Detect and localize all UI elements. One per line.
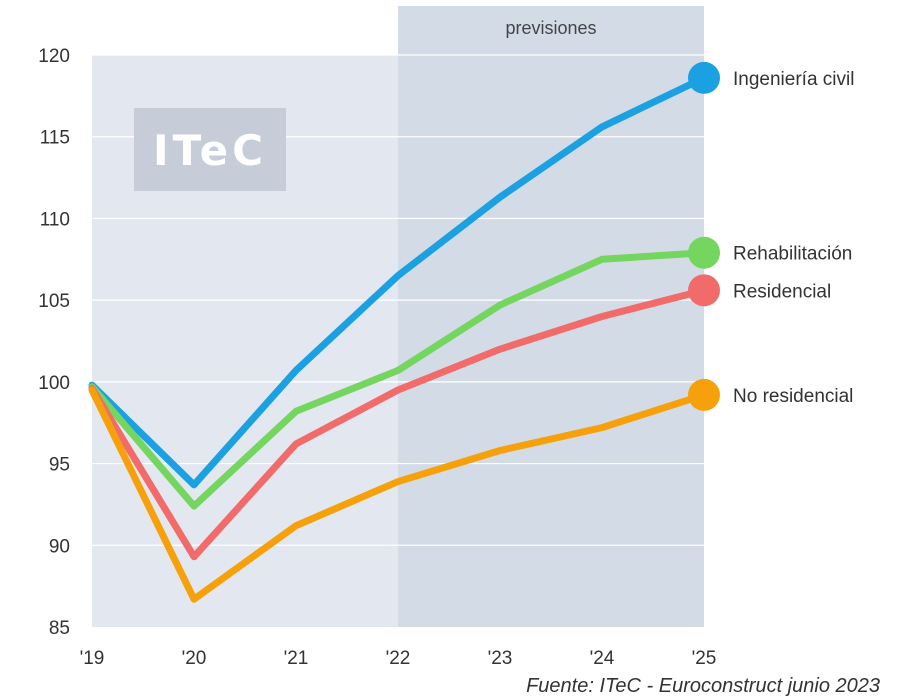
series-label: Residencial [733, 281, 831, 302]
x-tick-label: '23 [488, 648, 513, 669]
y-axis: 85 90 95 100 105 110 115 120 [38, 46, 70, 639]
series-line [88, 74, 708, 489]
x-tick-label: '20 [182, 648, 207, 669]
y-tick-label: 95 [49, 455, 70, 476]
series-end-marker [688, 61, 720, 94]
logo-box [134, 108, 286, 191]
x-tick-label: '19 [80, 648, 105, 669]
series-line [88, 286, 708, 561]
x-axis: '19 '20 '21 '22 '23 '24 '25 [80, 648, 717, 669]
y-tick-label: 100 [38, 373, 70, 394]
x-tick-label: '25 [692, 648, 717, 669]
x-tick-label: '21 [284, 648, 309, 669]
series-label: Ingeniería civil [733, 69, 854, 90]
forecast-label: previsiones [505, 18, 596, 38]
x-tick-label: '24 [590, 648, 615, 669]
forecast-region [398, 6, 704, 627]
series-labels: Ingeniería civil Rehabilitación Residencia… [733, 69, 854, 407]
series-end-marker [688, 378, 720, 411]
itec-logo: ITeC [134, 108, 286, 191]
series-line [88, 386, 708, 603]
y-tick-label: 85 [49, 618, 70, 639]
y-tick-label: 90 [49, 536, 70, 557]
y-tick-label: 110 [40, 209, 70, 230]
series-end-marker [688, 236, 720, 269]
series-line [88, 249, 708, 510]
source-note: Fuente: ITeC - Euroconstruct junio 2023 [526, 675, 880, 697]
series-label: Rehabilitación [733, 244, 852, 265]
series-end-marker [688, 274, 720, 307]
y-tick-label: 115 [40, 128, 70, 149]
logo-text: ITeC [153, 126, 267, 175]
y-tick-label: 120 [38, 46, 70, 67]
x-tick-label: '22 [386, 648, 411, 669]
y-tick-label: 105 [38, 291, 70, 312]
series-lines [88, 61, 720, 603]
series-label: No residencial [733, 386, 853, 407]
